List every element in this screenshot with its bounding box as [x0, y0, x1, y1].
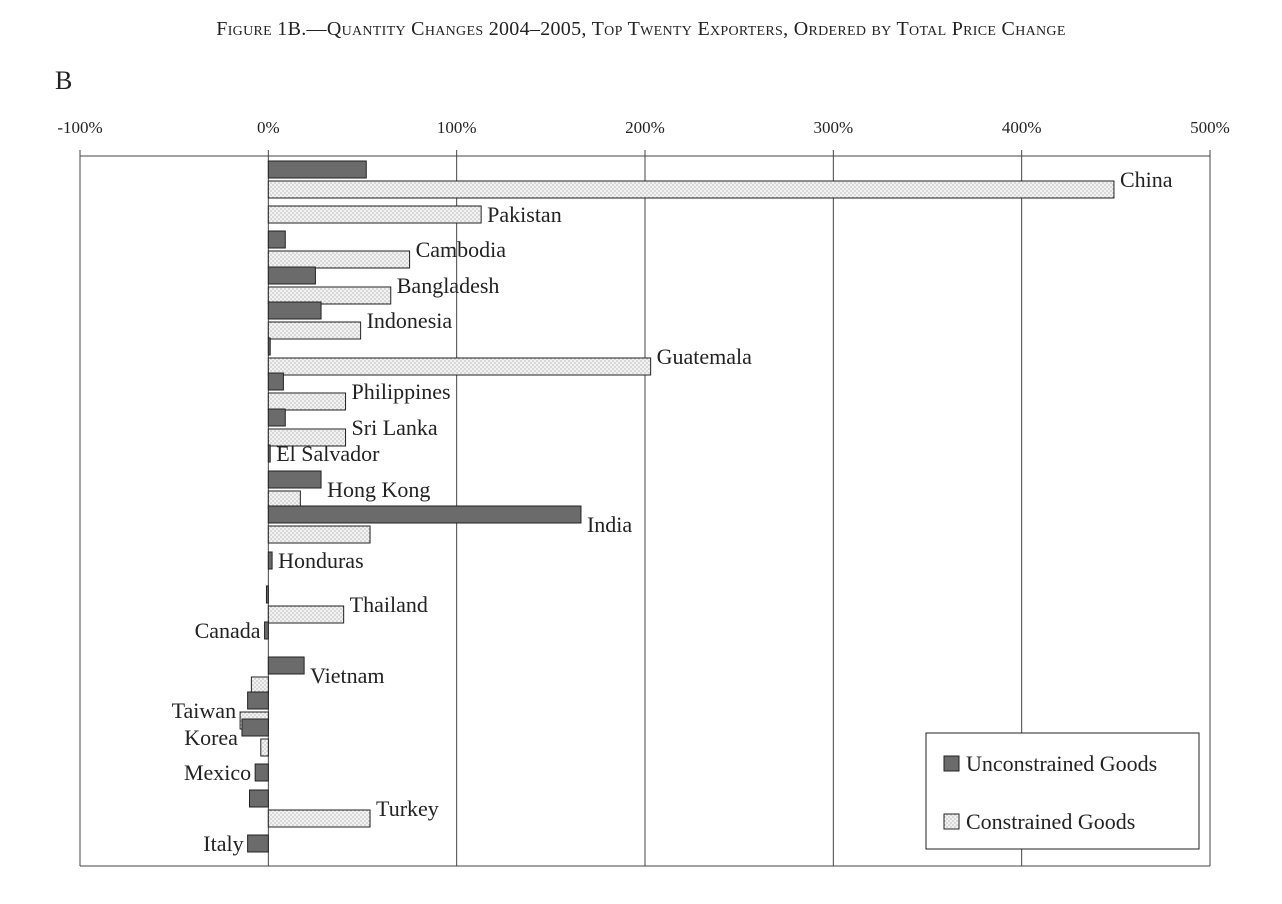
bar-unconstrained-italy	[247, 834, 269, 853]
category-label-bangladesh: Bangladesh	[397, 273, 500, 298]
x-axis: -100% 0% 100% 200% 300% 400% 500%	[57, 118, 1230, 867]
tick-label: 200%	[625, 118, 665, 137]
bar-unconstrained-philippines	[267, 372, 284, 391]
figure-title: Figure 1B.—Quantity Changes 2004–2005, T…	[216, 18, 1066, 40]
bar-unconstrained-cambodia	[267, 230, 286, 249]
bar-constrained-sri-lanka	[267, 428, 347, 447]
bar-constrained-hong-kong	[267, 490, 301, 509]
tick-label: 0%	[257, 118, 280, 137]
bar-unconstrained-china	[267, 160, 367, 179]
bar-constrained-thailand	[267, 605, 345, 624]
category-label-hong-kong: Hong Kong	[327, 477, 430, 502]
bar-unconstrained-hong-kong	[267, 470, 322, 489]
category-label-mexico: Mexico	[184, 760, 251, 785]
bars-layer	[239, 160, 1115, 853]
bar-unconstrained-honduras	[267, 551, 273, 570]
legend: Unconstrained Goods Constrained Goods	[925, 732, 1200, 850]
category-label-canada: Canada	[195, 618, 261, 643]
bar-unconstrained-india	[267, 505, 582, 524]
bar-unconstrained-vietnam	[267, 656, 305, 675]
bar-unconstrained-bangladesh	[267, 266, 316, 285]
bar-constrained-indonesia	[267, 321, 362, 340]
tick-label: 300%	[813, 118, 853, 137]
category-label-korea: Korea	[184, 725, 238, 750]
legend-label-constrained: Constrained Goods	[966, 809, 1135, 834]
tick-label: 500%	[1190, 118, 1230, 137]
category-label-cambodia: Cambodia	[416, 237, 507, 262]
bar-constrained-bangladesh	[267, 286, 392, 305]
bar-constrained-india	[267, 525, 371, 544]
category-label-india: India	[587, 512, 632, 537]
bar-constrained-pakistan	[267, 205, 482, 224]
bar-constrained-turkey	[267, 809, 371, 828]
bar-constrained-cambodia	[267, 250, 411, 269]
bar-constrained-china	[267, 180, 1115, 199]
bar-unconstrained-el-salvador	[267, 444, 271, 463]
tick-label: 400%	[1002, 118, 1042, 137]
bar-constrained-korea	[260, 738, 269, 757]
bar-unconstrained-indonesia	[267, 301, 322, 320]
bar-constrained-philippines	[267, 392, 347, 411]
category-label-italy: Italy	[203, 831, 243, 856]
category-label-philippines: Philippines	[352, 379, 451, 404]
category-label-indonesia: Indonesia	[367, 308, 453, 333]
category-label-el-salvador: El Salvador	[276, 441, 380, 466]
bar-unconstrained-thailand	[265, 585, 269, 604]
tick-label: 100%	[437, 118, 477, 137]
category-label-vietnam: Vietnam	[310, 663, 384, 688]
bar-constrained-vietnam	[250, 676, 269, 695]
category-label-honduras: Honduras	[278, 548, 364, 573]
bar-constrained-guatemala	[267, 357, 652, 376]
legend-box	[925, 732, 1200, 850]
legend-swatch-unconstrained	[943, 755, 960, 772]
legend-label-unconstrained: Unconstrained Goods	[966, 751, 1157, 776]
category-label-guatemala: Guatemala	[657, 344, 753, 369]
bar-unconstrained-korea	[241, 718, 269, 737]
category-label-turkey: Turkey	[376, 796, 439, 821]
category-label-pakistan: Pakistan	[487, 202, 562, 227]
tick-label: -100%	[57, 118, 102, 137]
category-label-china: China	[1120, 167, 1173, 192]
bar-unconstrained-turkey	[249, 789, 269, 808]
category-label-thailand: Thailand	[350, 592, 428, 617]
category-label-sri-lanka: Sri Lanka	[352, 415, 438, 440]
bar-unconstrained-taiwan	[247, 691, 269, 710]
bar-unconstrained-mexico	[254, 763, 269, 782]
panel-label: B	[55, 66, 73, 95]
bar-unconstrained-canada	[264, 621, 269, 640]
legend-swatch-constrained	[943, 813, 960, 830]
category-labels-layer: China Pakistan Cambodia Bangladesh Indonesia…	[172, 167, 1173, 856]
bar-unconstrained-sri-lanka	[267, 408, 286, 427]
bar-unconstrained-guatemala	[267, 337, 271, 356]
category-label-taiwan: Taiwan	[172, 698, 236, 723]
